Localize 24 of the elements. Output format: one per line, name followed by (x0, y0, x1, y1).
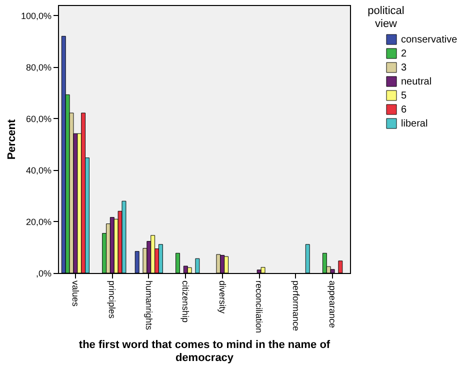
x-axis-title: the first word that comes to mind in the name of democracy (78, 339, 330, 364)
x-tick-label: humanrights (144, 280, 154, 331)
x-tick-label: diversity (217, 280, 228, 314)
x-tick-label: citizenship (180, 280, 191, 323)
x-tick-label: performance (290, 280, 301, 332)
legend-label: 6 (401, 104, 407, 116)
y-tick-label: ,0% (36, 268, 52, 278)
y-axis-title: Percent (6, 118, 18, 160)
y-tick-label: 100,0% (20, 10, 52, 21)
legend-label: 2 (401, 48, 407, 60)
y-tick-label: 20,0% (26, 216, 52, 227)
legend-label: 3 (401, 62, 407, 74)
legend-label: liberal (401, 118, 428, 130)
x-tick-label: values (70, 280, 80, 308)
x-tick-label: reconciliation (254, 280, 264, 334)
y-tick-label: 60,0% (26, 114, 52, 124)
x-tick-label: principles (107, 280, 118, 320)
legend-label: 5 (401, 90, 407, 102)
legend-title: political view (368, 5, 404, 30)
legend-label: neutral (401, 76, 432, 88)
y-tick-label: 80,0% (26, 62, 52, 72)
legend-label: conservative (401, 34, 458, 46)
x-tick-label: appearance (328, 280, 338, 328)
y-tick-label: 40,0% (26, 165, 52, 176)
